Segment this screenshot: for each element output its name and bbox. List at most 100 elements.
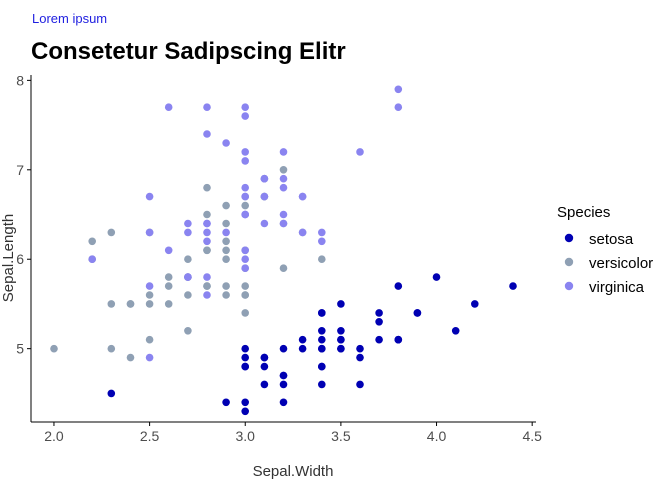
point-versicolor	[279, 264, 288, 273]
point-setosa	[279, 398, 288, 407]
point-versicolor	[88, 237, 96, 246]
y-tick-label: 6	[16, 251, 24, 267]
point-setosa	[279, 380, 288, 389]
x-axis-title: Sepal.Width	[253, 463, 334, 480]
point-versicolor	[203, 282, 211, 290]
point-setosa	[260, 353, 269, 362]
point-virginica	[203, 291, 211, 299]
point-setosa	[107, 389, 116, 398]
point-virginica	[241, 255, 249, 263]
legend-key-setosa	[564, 233, 574, 243]
point-virginica	[279, 210, 288, 219]
point-versicolor	[203, 183, 211, 192]
point-versicolor	[184, 255, 192, 263]
point-setosa	[413, 309, 422, 317]
legend-items: setosa versicolor virginica	[564, 231, 653, 296]
point-setosa	[318, 380, 326, 389]
point-versicolor	[222, 282, 230, 290]
y-tick-label: 8	[16, 72, 24, 88]
point-setosa	[279, 371, 288, 380]
point-setosa	[337, 335, 345, 344]
point-setosa	[394, 282, 403, 290]
point-virginica	[145, 353, 154, 362]
point-setosa	[318, 327, 326, 335]
legend-key-virginica	[564, 281, 574, 291]
point-virginica	[184, 273, 192, 281]
point-versicolor	[164, 300, 173, 308]
point-setosa	[318, 335, 326, 344]
point-virginica	[164, 103, 173, 111]
point-virginica	[145, 192, 154, 201]
point-virginica	[394, 103, 403, 111]
point-virginica	[145, 282, 154, 290]
point-versicolor	[241, 201, 249, 210]
point-setosa	[356, 344, 364, 353]
point-virginica	[241, 157, 249, 165]
point-versicolor	[222, 255, 230, 263]
point-setosa	[260, 380, 269, 389]
point-virginica	[298, 228, 307, 237]
x-tick-label: 3.0	[236, 428, 256, 444]
legend-title: Species	[557, 204, 610, 221]
point-virginica	[318, 228, 326, 237]
point-setosa	[375, 318, 383, 326]
point-setosa	[394, 335, 403, 344]
legend: Species setosa versicolor virginica	[557, 204, 653, 296]
point-setosa	[318, 309, 326, 317]
point-versicolor	[279, 166, 288, 174]
point-setosa	[356, 380, 364, 389]
point-virginica	[241, 183, 249, 192]
point-setosa	[375, 309, 383, 317]
point-virginica	[184, 228, 192, 237]
point-versicolor	[50, 344, 58, 353]
point-setosa	[260, 362, 269, 371]
point-setosa	[222, 398, 230, 407]
x-tick-label: 4.0	[427, 428, 447, 444]
point-versicolor	[107, 228, 116, 237]
point-versicolor	[222, 201, 230, 210]
point-setosa	[298, 335, 307, 344]
point-versicolor	[145, 291, 154, 299]
point-virginica	[241, 148, 249, 156]
point-setosa	[451, 327, 460, 335]
point-virginica	[241, 246, 249, 255]
chart-title: Consetetur Sadipscing Elitr	[31, 38, 346, 65]
point-virginica	[88, 255, 96, 263]
point-versicolor	[222, 219, 230, 228]
point-virginica	[222, 139, 230, 147]
x-tick-label: 4.5	[522, 428, 542, 444]
point-setosa	[375, 335, 383, 344]
point-virginica	[241, 264, 249, 273]
point-versicolor	[164, 282, 173, 290]
point-virginica	[203, 237, 211, 246]
point-virginica	[356, 148, 364, 156]
legend-label-versicolor: versicolor	[589, 255, 653, 272]
legend-label-setosa: setosa	[589, 231, 634, 248]
point-setosa	[241, 353, 249, 362]
point-versicolor	[241, 309, 249, 317]
point-virginica	[260, 192, 269, 201]
y-tick-label: 7	[16, 162, 24, 178]
point-setosa	[318, 362, 326, 371]
point-setosa	[279, 344, 288, 353]
point-virginica	[203, 130, 211, 138]
point-versicolor	[145, 335, 154, 344]
point-virginica	[241, 192, 249, 201]
y-axis-title: Sepal.Length	[0, 214, 17, 302]
point-versicolor	[107, 344, 116, 353]
point-setosa	[432, 273, 441, 281]
point-versicolor	[164, 273, 173, 281]
point-virginica	[318, 237, 326, 246]
point-virginica	[203, 273, 211, 281]
point-versicolor	[145, 300, 154, 308]
x-tick-label: 3.5	[331, 428, 351, 444]
y-axis-ticks: 5 6 7 8	[16, 72, 31, 357]
point-versicolor	[184, 291, 192, 299]
point-virginica	[279, 148, 288, 156]
point-versicolor	[222, 246, 230, 255]
x-tick-label: 2.0	[44, 428, 64, 444]
point-virginica	[394, 85, 403, 94]
point-setosa	[241, 344, 249, 353]
point-setosa	[337, 344, 345, 353]
